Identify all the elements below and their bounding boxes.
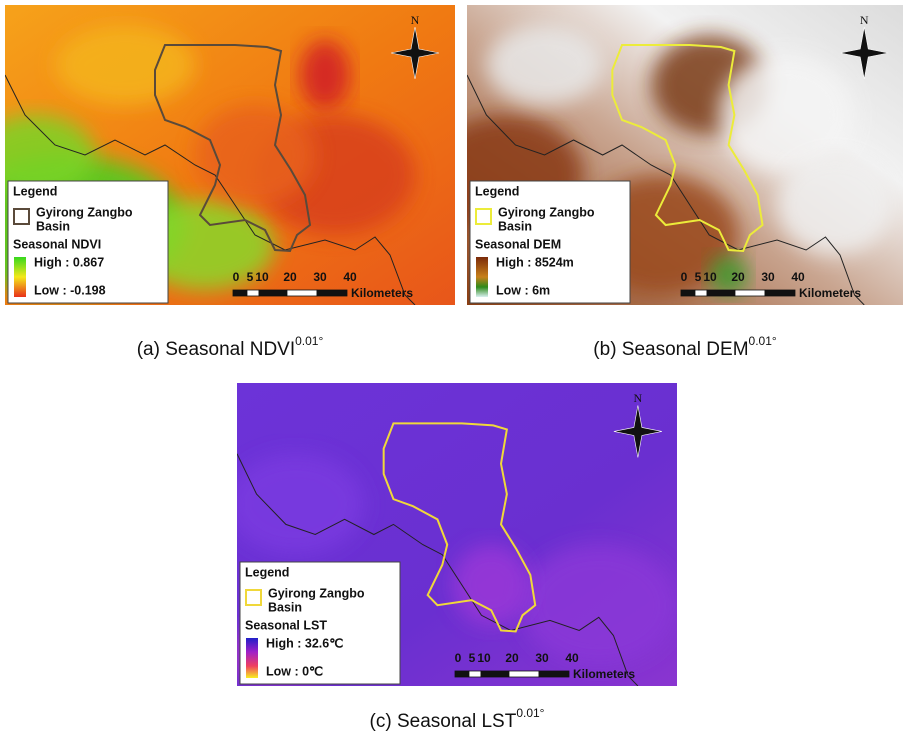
scale-segment xyxy=(509,671,539,677)
scale-label: 20 xyxy=(731,270,745,284)
scale-label: 5 xyxy=(695,270,702,284)
figure: NLegendGyirong ZangboBasinSeasonal NDVIH… xyxy=(0,0,908,739)
scale-label: 40 xyxy=(565,651,579,665)
raster-patch xyxy=(55,25,195,105)
scale-unit: Kilometers xyxy=(351,286,413,300)
color-ramp xyxy=(476,257,488,297)
caption-sup: 0.01° xyxy=(516,706,544,720)
scale-segment xyxy=(481,671,509,677)
caption: (c) Seasonal LST0.01° xyxy=(370,706,545,732)
raster-patch xyxy=(521,545,677,666)
scale-label: 10 xyxy=(703,270,717,284)
caption-text: (b) Seasonal DEM xyxy=(593,339,748,360)
scale-segment xyxy=(681,290,695,296)
legend-title: Legend xyxy=(245,565,289,579)
scale-label: 0 xyxy=(455,651,462,665)
caption-text: (a) Seasonal NDVI xyxy=(137,339,295,360)
legend-title: Legend xyxy=(475,184,519,198)
scale-segment xyxy=(735,290,765,296)
low-label: Low : 6m xyxy=(496,283,550,297)
caption-sup: 0.01° xyxy=(295,334,323,348)
scale-segment xyxy=(707,290,735,296)
high-label: High : 32.6℃ xyxy=(266,636,343,650)
scale-label: 5 xyxy=(469,651,476,665)
page: {"panels": [ {"caption": "(a) Seasonal N… xyxy=(0,0,908,739)
basin-label: Basin xyxy=(268,600,302,614)
scale-label: 20 xyxy=(283,270,297,284)
legend-title: Legend xyxy=(13,184,57,198)
scale-label: 0 xyxy=(233,270,240,284)
scale-segment xyxy=(317,290,347,296)
low-label: Low : -0.198 xyxy=(34,283,106,297)
raster-patch xyxy=(486,25,602,105)
north-label: N xyxy=(634,391,643,405)
north-label: N xyxy=(860,13,869,27)
basin-label: Gyirong Zangbo xyxy=(36,205,133,219)
scale-label: 30 xyxy=(761,270,775,284)
scale-segment xyxy=(765,290,795,296)
scale-label: 0 xyxy=(681,270,688,284)
caption: (b) Seasonal DEM0.01° xyxy=(593,334,777,360)
raster-patch xyxy=(777,155,893,255)
color-ramp xyxy=(246,638,258,678)
scale-segment xyxy=(469,671,481,677)
high-label: High : 8524m xyxy=(496,255,574,269)
scale-segment xyxy=(455,671,469,677)
basin-label: Gyirong Zangbo xyxy=(268,586,365,600)
caption-text: (c) Seasonal LST xyxy=(370,711,517,732)
raster-patch xyxy=(452,545,530,626)
scale-segment xyxy=(539,671,569,677)
basin-label: Basin xyxy=(498,219,532,233)
basin-label: Basin xyxy=(36,219,70,233)
low-label: Low : 0℃ xyxy=(266,664,323,678)
scale-label: 40 xyxy=(343,270,357,284)
scale-segment xyxy=(233,290,247,296)
layer-title: Seasonal DEM xyxy=(475,237,561,251)
caption-sup: 0.01° xyxy=(749,334,777,348)
scale-label: 5 xyxy=(247,270,254,284)
scale-unit: Kilometers xyxy=(799,286,861,300)
scale-label: 10 xyxy=(255,270,269,284)
layer-title: Seasonal NDVI xyxy=(13,237,101,251)
scale-label: 40 xyxy=(791,270,805,284)
scale-label: 30 xyxy=(535,651,549,665)
raster-patch xyxy=(300,40,350,110)
scale-label: 20 xyxy=(505,651,519,665)
scale-segment xyxy=(259,290,287,296)
layer-title: Seasonal LST xyxy=(245,618,327,632)
scale-segment xyxy=(695,290,707,296)
scale-unit: Kilometers xyxy=(573,667,635,681)
caption: (a) Seasonal NDVI0.01° xyxy=(137,334,324,360)
scale-label: 30 xyxy=(313,270,327,284)
north-label: N xyxy=(411,13,420,27)
raster-patch xyxy=(227,454,364,555)
scale-label: 10 xyxy=(477,651,491,665)
scale-segment xyxy=(247,290,259,296)
scale-segment xyxy=(287,290,317,296)
basin-label: Gyirong Zangbo xyxy=(498,205,595,219)
color-ramp xyxy=(14,257,26,297)
high-label: High : 0.867 xyxy=(34,255,104,269)
